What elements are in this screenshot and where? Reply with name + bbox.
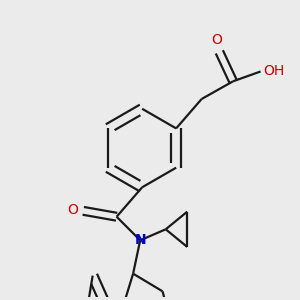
Text: O: O	[68, 203, 79, 217]
Text: O: O	[211, 33, 222, 47]
Text: OH: OH	[264, 64, 285, 79]
Text: N: N	[134, 233, 146, 247]
